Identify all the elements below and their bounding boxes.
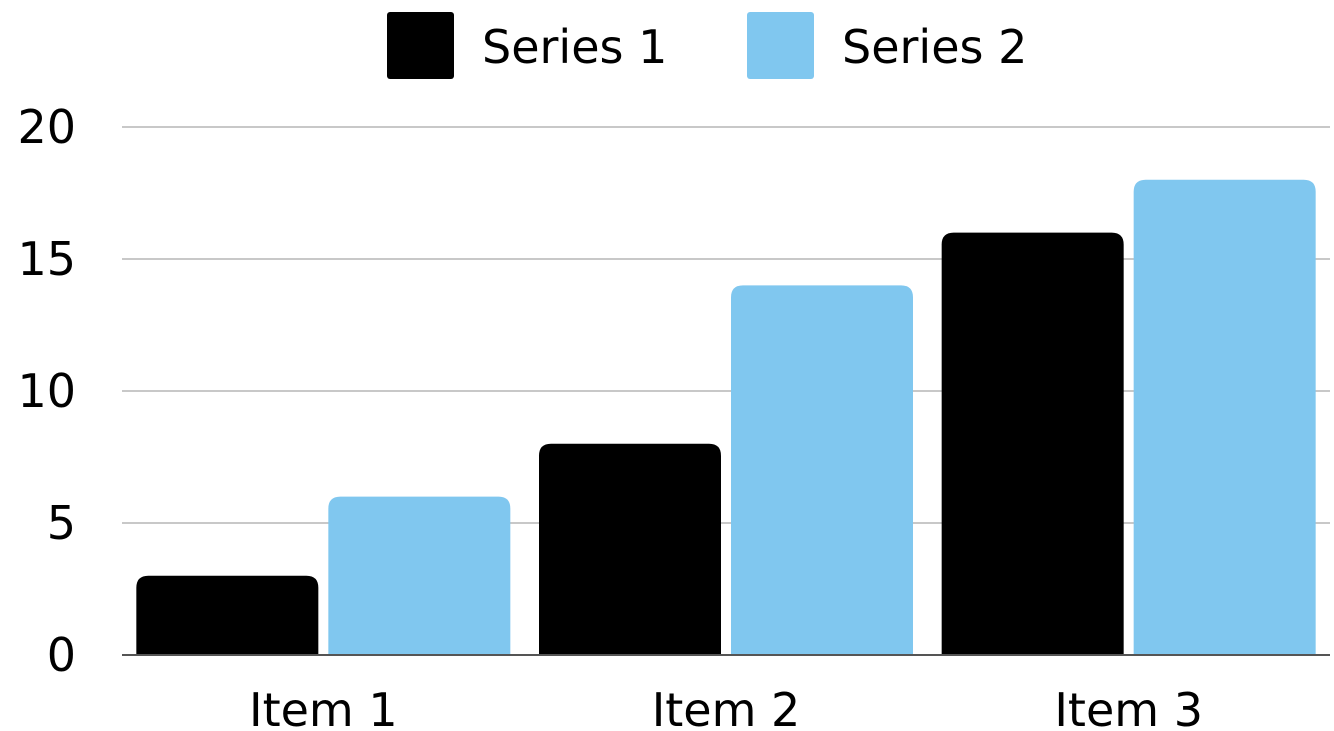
legend-label-series2: Series 2 xyxy=(842,20,1027,74)
y-tick-label: 0 xyxy=(47,628,76,682)
y-tick-label: 15 xyxy=(17,232,76,286)
bar-series2-item3 xyxy=(1133,179,1316,656)
legend-swatch-series2 xyxy=(747,12,814,79)
bar-series2-item2 xyxy=(731,285,913,655)
y-tick-label: 5 xyxy=(47,496,76,550)
legend-label-series1: Series 1 xyxy=(482,20,667,74)
legend: Series 1 Series 2 xyxy=(387,12,1027,79)
bar-series1-item2 xyxy=(539,443,721,655)
bar-series2-item1 xyxy=(328,496,511,655)
y-tick-label: 20 xyxy=(17,100,76,154)
x-category-label: Item 2 xyxy=(652,683,801,731)
x-category-label: Item 1 xyxy=(249,683,398,731)
bar-series1-item3 xyxy=(941,232,1124,655)
bars xyxy=(136,179,1316,656)
y-tick-label: 10 xyxy=(17,364,76,418)
x-axis: Item 1 Item 2 Item 3 xyxy=(122,654,1330,731)
y-axis: 0 5 10 15 20 xyxy=(17,100,76,682)
x-category-label: Item 3 xyxy=(1054,683,1203,731)
gridlines xyxy=(122,126,1330,524)
bar-series1-item1 xyxy=(136,575,319,655)
legend-swatch-series1 xyxy=(387,12,454,79)
